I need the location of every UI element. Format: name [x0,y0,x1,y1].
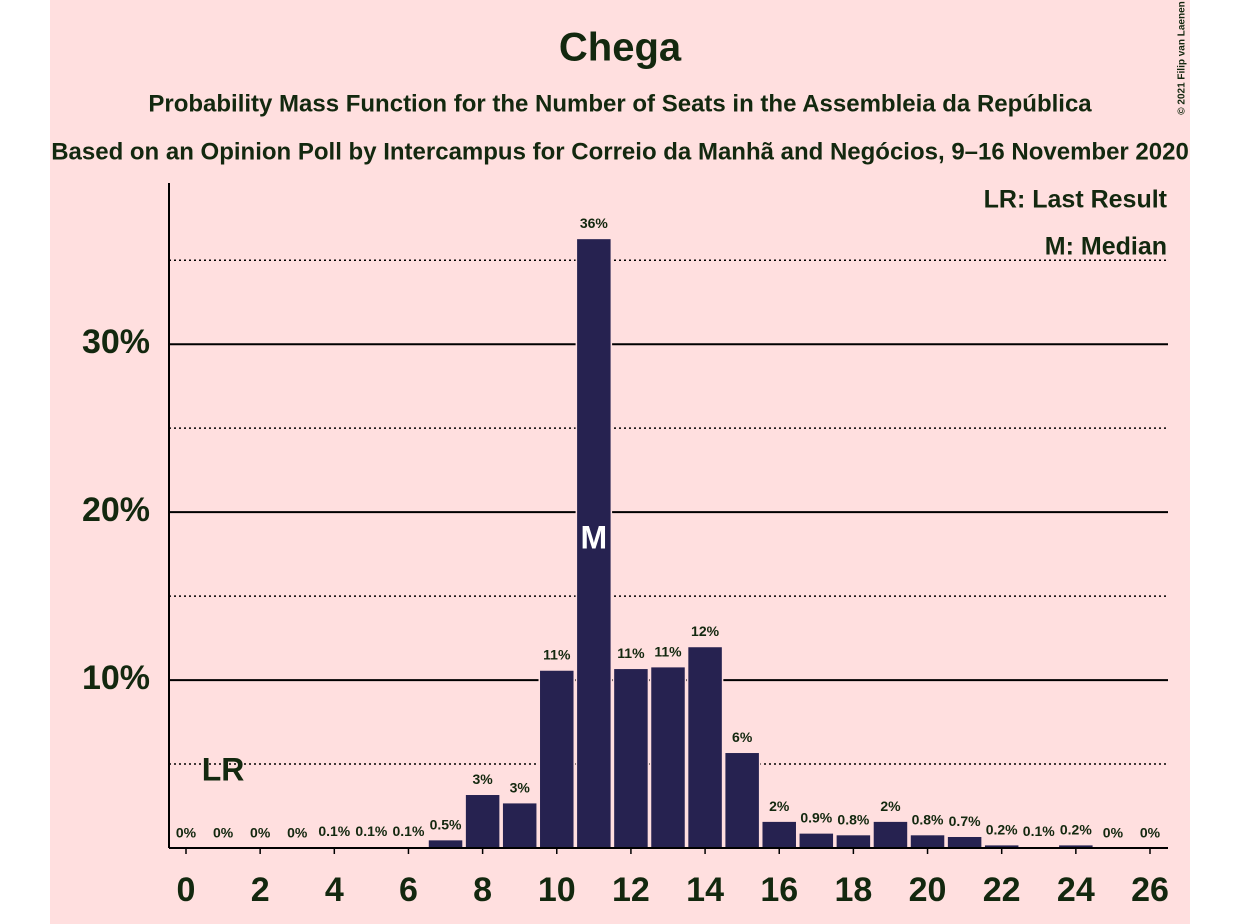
data-label: 0% [213,825,234,841]
x-tick-label: 2 [251,871,270,909]
y-tick-label: 10% [82,659,150,697]
x-tick-label: 26 [1131,871,1169,909]
x-tick-label: 4 [325,871,344,909]
annotation: LR [202,751,245,787]
data-label: 0% [287,825,308,841]
bar [798,832,835,849]
data-label: 0.1% [318,823,350,839]
data-label: 6% [732,729,753,745]
copyright: © 2021 Filip van Laenen [1177,1,1188,115]
data-label: 0.8% [837,811,869,827]
bar [946,835,983,849]
chart-subtitle: Based on an Opinion Poll by Intercampus … [51,138,1189,165]
x-tick-label: 10 [538,871,576,909]
x-tick-label: 12 [612,871,650,909]
data-label: 11% [617,645,645,661]
bar [760,820,798,849]
data-label: 0.1% [355,823,387,839]
legend-entry: M: Median [1045,233,1167,261]
data-label: 3% [510,779,531,795]
x-tick-label: 6 [399,871,418,909]
data-label: 0% [1103,825,1124,841]
x-tick-label: 8 [473,871,492,909]
data-label: 2% [769,798,790,814]
data-label: 0.2% [986,821,1018,837]
x-tick-label: 18 [834,871,872,909]
bar [723,751,761,849]
data-label: 0% [176,825,197,841]
data-label: 0.5% [430,816,462,832]
annotation: M [581,520,608,556]
legend-entry: LR: Last Result [984,186,1168,214]
data-label: 0.8% [912,811,944,827]
data-label: 3% [472,771,493,787]
bar [464,793,501,849]
x-tick-label: 24 [1057,871,1095,909]
data-label: 11% [654,643,682,659]
bar [649,665,687,849]
data-label: 0.1% [393,823,425,839]
chart-subtitle: Probability Mass Function for the Number… [148,90,1092,117]
y-tick-label: 20% [82,491,150,529]
x-tick-label: 20 [909,871,947,909]
data-label: 0.1% [1023,823,1055,839]
data-label: 0.2% [1060,821,1092,837]
bar [686,645,724,849]
data-label: 36% [580,215,609,231]
data-label: 2% [880,798,901,814]
chart-title: Chega [559,26,682,70]
bar [612,667,650,849]
data-label: 0.9% [800,810,832,826]
data-label: 0% [250,825,271,841]
y-tick-label: 30% [82,323,150,361]
x-tick-label: 0 [177,871,196,909]
data-label: 12% [691,623,720,639]
bar [501,801,538,849]
x-tick-label: 22 [983,871,1021,909]
bar [909,833,946,849]
x-tick-label: 14 [686,871,724,909]
bar [538,669,576,849]
bar [872,820,909,849]
data-label: 0% [1140,825,1161,841]
bar [427,838,464,849]
data-label: 11% [543,647,571,663]
data-label: 0.7% [949,813,981,829]
bar [835,833,872,849]
x-tick-label: 16 [760,871,798,909]
